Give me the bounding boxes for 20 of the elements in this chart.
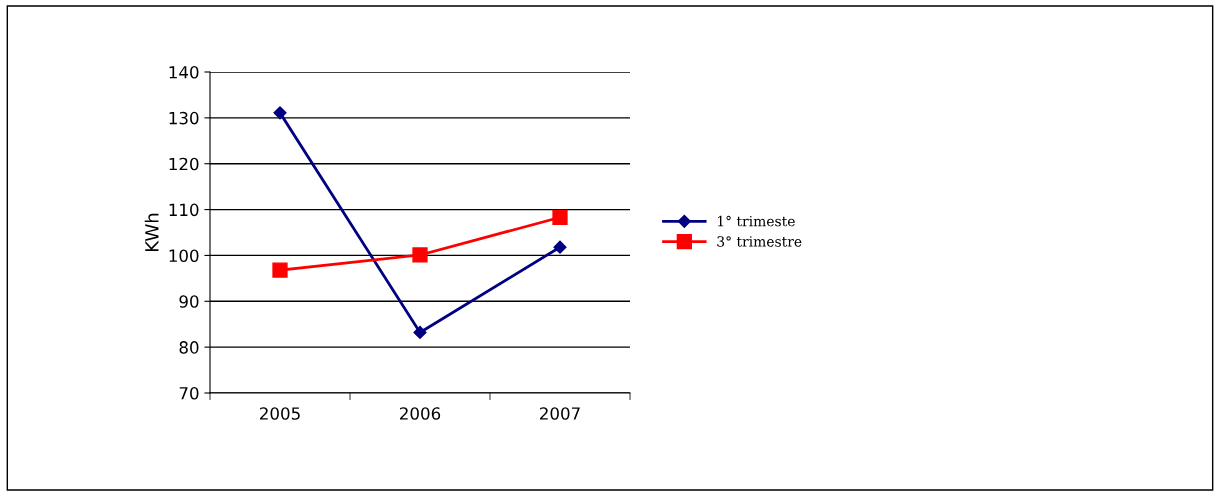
y-tick-label: 120: [169, 157, 199, 171]
y-tick-label: 130: [169, 111, 199, 125]
y-tick-label: 80: [179, 341, 199, 354]
point: [552, 209, 568, 226]
point: [273, 106, 287, 120]
y-tick-label: 100: [169, 249, 199, 262]
legend-label: 1° trimeste: [717, 215, 795, 227]
y-tick-label: 140: [169, 65, 199, 79]
point: [413, 325, 427, 340]
y-axis-title: KWh: [144, 213, 159, 251]
y-tick-label: 70: [179, 386, 199, 400]
point: [553, 240, 567, 254]
y-tick-label: 110: [169, 203, 199, 217]
point: [272, 262, 288, 278]
point: [412, 247, 428, 263]
legend-label: 3° trimestre: [717, 236, 802, 247]
x-tick-label: 2007: [540, 407, 580, 420]
x-tick-label: 2006: [400, 407, 441, 420]
x-tick-label: 2005: [260, 407, 300, 420]
y-tick-label: 90: [179, 295, 199, 308]
